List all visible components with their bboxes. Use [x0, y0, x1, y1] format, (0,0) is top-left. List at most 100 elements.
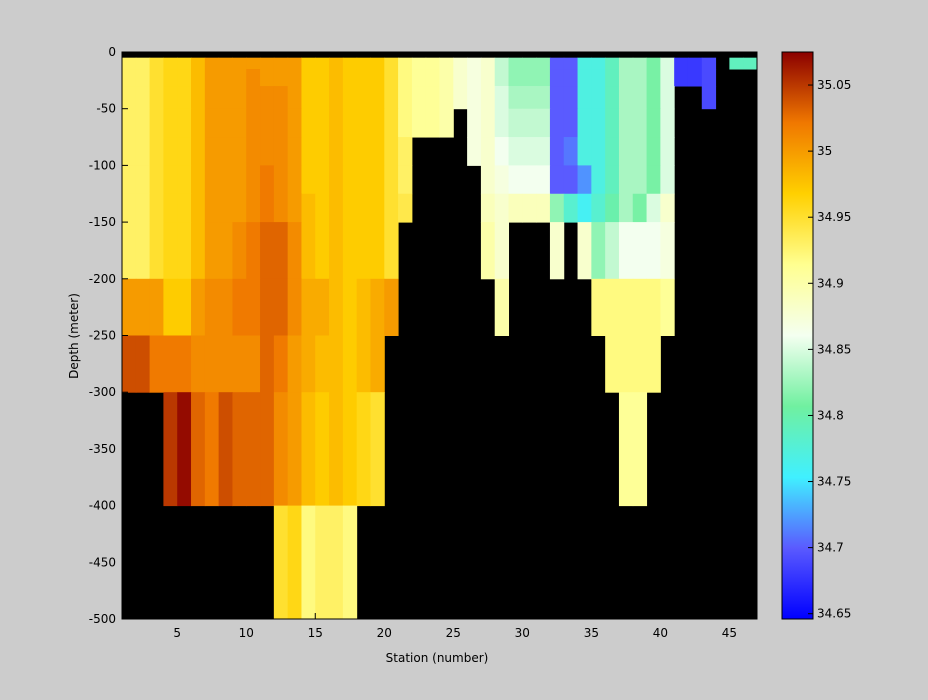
heat-cell — [701, 57, 717, 70]
heat-cell — [549, 222, 565, 280]
colorbar-tick-label: 34.85 — [817, 342, 851, 356]
heat-cell — [177, 335, 192, 393]
heat-cell — [577, 137, 592, 166]
heat-cell — [122, 137, 137, 166]
heat-cell — [204, 278, 220, 336]
heat-cell — [329, 335, 344, 393]
heat-cell — [232, 222, 247, 280]
heat-cell — [563, 165, 579, 195]
y-tick-label: -350 — [89, 442, 116, 456]
y-tick-label: -100 — [89, 158, 116, 172]
heat-cell — [660, 193, 675, 223]
x-tick-label: 25 — [446, 626, 461, 640]
heat-cell — [177, 222, 192, 280]
heat-cell — [246, 165, 261, 195]
heat-cell — [329, 108, 344, 138]
heat-cell — [260, 392, 275, 507]
heat-cell — [605, 193, 620, 223]
heat-cell — [467, 137, 482, 166]
x-tick-label: 30 — [515, 626, 530, 640]
heat-cell — [522, 86, 537, 110]
y-tick-label: 0 — [108, 45, 116, 59]
heat-cell — [549, 193, 565, 223]
heat-cell — [480, 108, 496, 138]
heat-cell — [494, 165, 510, 195]
y-tick-label: -500 — [89, 612, 116, 626]
heat-cell — [122, 108, 137, 138]
heat-cell — [425, 69, 440, 87]
heat-cell — [605, 108, 620, 138]
heat-cell — [646, 57, 661, 70]
heat-cell — [453, 86, 468, 110]
heat-cell — [204, 392, 220, 507]
heat-cell — [260, 335, 275, 393]
heat-cell — [467, 108, 482, 138]
heat-cell — [563, 69, 579, 87]
heat-cell — [301, 137, 316, 166]
heat-cell — [356, 69, 371, 87]
heat-cell — [260, 278, 275, 336]
heat-cell — [384, 193, 399, 223]
heat-cell — [398, 69, 413, 87]
heat-cell — [549, 165, 565, 195]
heat-cell — [191, 69, 206, 87]
heat-cell — [218, 193, 233, 223]
heat-cell — [522, 57, 537, 70]
heat-cell — [329, 222, 344, 280]
heat-cell — [480, 193, 496, 223]
colorbar-tick-label: 34.95 — [817, 210, 851, 224]
heat-cell — [660, 108, 675, 138]
heat-cell — [605, 69, 620, 87]
heat-cell — [122, 222, 137, 280]
heat-cell — [480, 57, 496, 70]
colorbar-tick-label: 34.65 — [817, 607, 851, 621]
heat-cell — [646, 108, 661, 138]
heat-cell — [618, 69, 634, 87]
heat-cell — [315, 222, 330, 280]
heat-cell — [315, 165, 330, 195]
heat-cell — [301, 57, 316, 70]
heat-cell — [149, 193, 164, 223]
heat-cell — [522, 108, 537, 138]
heat-cell — [135, 137, 151, 166]
colorbar-tick-label: 35 — [817, 144, 832, 158]
heat-cell — [246, 69, 261, 87]
heat-cell — [618, 222, 634, 280]
heat-cell — [246, 222, 261, 280]
heat-cell — [260, 69, 275, 87]
heat-cell — [618, 335, 634, 393]
heat-cell — [163, 392, 178, 507]
heat-cell — [370, 222, 385, 280]
heat-cell — [149, 137, 164, 166]
heat-cell — [218, 392, 233, 507]
heat-cell — [149, 57, 164, 70]
heat-cell — [370, 392, 385, 507]
heat-cell — [370, 278, 385, 336]
heat-cell — [273, 165, 289, 195]
heat-cell — [177, 86, 192, 110]
heat-cell — [301, 222, 316, 280]
heat-cell — [135, 57, 151, 70]
heat-cell — [204, 108, 220, 138]
heat-cell — [563, 57, 579, 70]
heat-cell — [646, 193, 661, 223]
heat-cell — [273, 392, 289, 507]
heat-cell — [163, 165, 178, 195]
heat-cell — [618, 165, 634, 195]
heat-cell — [273, 335, 289, 393]
heat-cell — [660, 137, 675, 166]
heat-cell — [232, 193, 247, 223]
heat-cell — [301, 86, 316, 110]
heat-cell — [398, 193, 413, 223]
heat-cell — [149, 335, 164, 393]
x-tick-label: 15 — [308, 626, 323, 640]
heat-cell — [632, 222, 648, 280]
heat-cell — [563, 137, 579, 166]
heat-cell — [618, 278, 634, 336]
heat-cell — [315, 108, 330, 138]
heat-cell — [342, 222, 358, 280]
heat-cell — [287, 193, 302, 223]
heat-cell — [149, 69, 164, 87]
heat-cell — [232, 57, 247, 70]
heat-cell — [384, 137, 399, 166]
